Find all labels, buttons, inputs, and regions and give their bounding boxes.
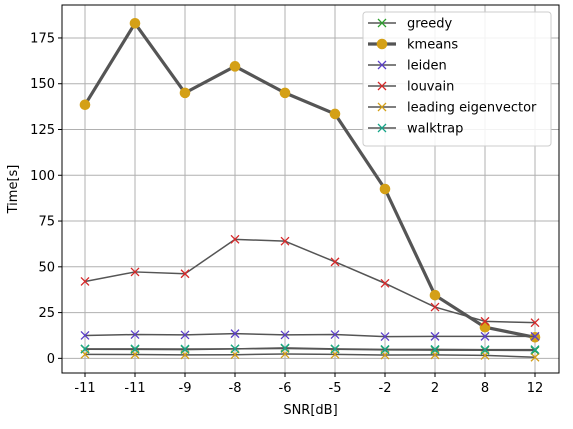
- y-tick-label: 25: [38, 306, 55, 321]
- y-tick-label: 50: [38, 260, 55, 275]
- data-point-louvain: [380, 278, 390, 288]
- data-point-louvain: [430, 302, 440, 312]
- x-axis-ticks: -11 -11 -9 -8 -6 -5 -2 2 8 12: [74, 373, 543, 396]
- series-line-louvain: [84, 238, 536, 324]
- data-point-walktrap: [530, 345, 540, 355]
- x-tick-label: -6: [279, 381, 292, 396]
- data-point-leiden: [180, 330, 190, 340]
- data-point-leiden: [130, 330, 140, 340]
- data-point-louvain: [180, 269, 190, 279]
- series-louvain: [80, 234, 540, 328]
- legend-item-kmeans: kmeans: [368, 38, 458, 53]
- series-line-kmeans: [83, 21, 536, 339]
- x-tick-label: -9: [179, 381, 192, 396]
- x-tick-label: -11: [74, 381, 95, 396]
- x-axis-label: SNR[dB]: [283, 403, 337, 418]
- legend-item-walktrap: walktrap: [368, 122, 463, 137]
- data-point-louvain: [330, 257, 340, 267]
- y-tick-label: 75: [38, 215, 55, 230]
- data-point-walktrap: [280, 343, 290, 353]
- data-point-kmeans: [229, 61, 241, 72]
- series-leading-eigenvector: [80, 349, 540, 362]
- data-point-walktrap: [130, 344, 140, 354]
- data-point-walktrap: [430, 344, 440, 354]
- data-point-kmeans: [479, 321, 491, 333]
- data-point-louvain: [280, 236, 290, 246]
- data-point-walktrap: [180, 344, 190, 354]
- data-point-walktrap: [230, 344, 240, 354]
- x-tick-label: 12: [527, 381, 544, 396]
- data-point-leading-eigenvector: [530, 352, 540, 362]
- legend-label: louvain: [407, 80, 454, 95]
- data-point-kmeans: [429, 289, 441, 301]
- y-tick-label: 150: [30, 77, 55, 92]
- grid: [62, 5, 559, 373]
- data-point-walktrap: [480, 345, 490, 355]
- legend-marker: [377, 81, 387, 91]
- legend-marker: [377, 18, 387, 28]
- data-point-kmeans: [379, 183, 391, 195]
- data-point-kmeans: [279, 87, 291, 99]
- data-point-kmeans: [129, 18, 141, 29]
- x-tick-label: -11: [124, 381, 145, 396]
- data-point-leiden: [230, 329, 240, 339]
- legend-marker: [377, 123, 387, 133]
- legend-label: kmeans: [407, 38, 458, 53]
- data-point-walktrap: [330, 344, 340, 354]
- data-point-kmeans: [179, 87, 191, 99]
- y-axis-ticks: 0 25 50 75 100 125 150 175: [30, 31, 62, 367]
- y-axis-label: Time[s]: [6, 165, 21, 215]
- series-line-leading-eigenvector: [84, 353, 536, 359]
- legend-box: [362, 11, 552, 147]
- y-tick-label: 125: [30, 123, 55, 138]
- data-point-leiden: [380, 332, 390, 342]
- series-leiden: [80, 329, 540, 342]
- legend-label: leiden: [407, 59, 447, 74]
- series-layer: [79, 18, 541, 362]
- data-point-walktrap: [80, 344, 90, 354]
- legend: greedy kmeans leiden louvain leading eigenve…: [362, 11, 552, 147]
- data-point-louvain: [130, 267, 140, 277]
- x-tick-label: 2: [431, 381, 439, 396]
- series-line-leiden: [84, 332, 535, 338]
- x-tick-label: -5: [329, 381, 342, 396]
- series-line-walktrap: [85, 347, 535, 351]
- legend-item-louvain: louvain: [368, 80, 454, 95]
- legend-item-leading-eigenvector: leading eigenvector: [368, 101, 537, 116]
- data-point-leiden: [480, 331, 490, 341]
- y-tick-label: 175: [30, 31, 55, 46]
- data-point-leiden: [530, 331, 540, 341]
- plot-frame: [61, 4, 560, 374]
- data-point-louvain: [480, 316, 490, 326]
- legend-item-greedy: greedy: [368, 17, 453, 32]
- x-tick-label: -8: [229, 381, 242, 396]
- y-tick-label: 100: [30, 169, 55, 184]
- x-tick-label: 8: [481, 381, 489, 396]
- series-walktrap: [80, 343, 540, 355]
- legend-marker: [376, 38, 388, 50]
- data-point-leiden: [330, 330, 340, 340]
- data-point-louvain: [230, 234, 240, 244]
- data-point-walktrap: [380, 344, 390, 354]
- data-point-leiden: [430, 331, 440, 341]
- data-point-kmeans: [329, 108, 341, 120]
- legend-label: walktrap: [407, 122, 463, 137]
- legend-label: leading eigenvector: [407, 101, 537, 116]
- legend-marker: [377, 60, 387, 70]
- data-point-leiden: [80, 331, 90, 340]
- legend-label: greedy: [407, 17, 453, 32]
- legend-item-leiden: leiden: [368, 59, 447, 74]
- data-point-louvain: [80, 276, 90, 286]
- legend-marker: [377, 102, 387, 112]
- data-point-leiden: [280, 330, 290, 340]
- data-point-louvain: [530, 318, 540, 328]
- y-tick-label: 0: [47, 352, 55, 367]
- x-tick-label: -2: [379, 381, 392, 396]
- data-point-kmeans: [79, 99, 91, 111]
